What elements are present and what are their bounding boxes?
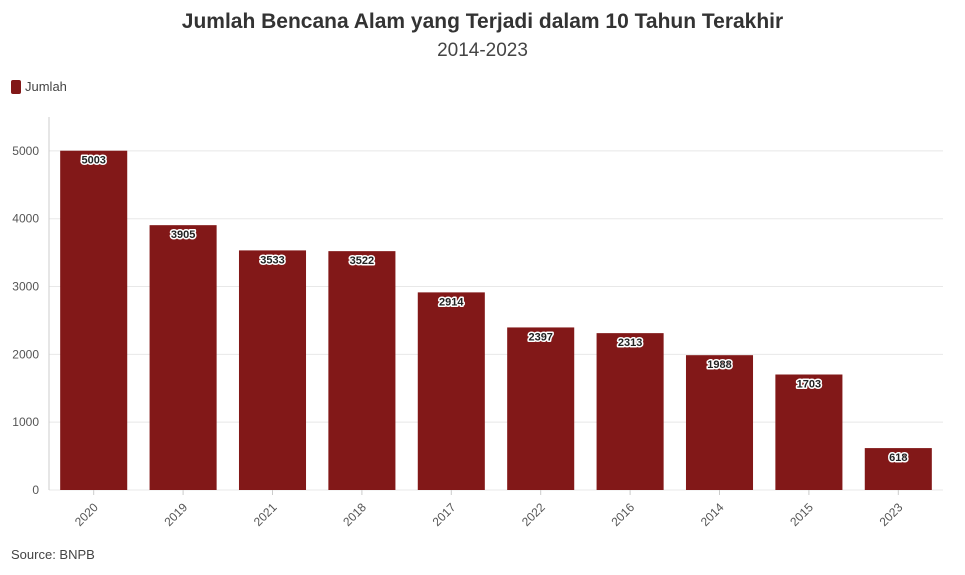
data-label: 1703 bbox=[797, 379, 821, 391]
data-label: 5003 bbox=[81, 155, 105, 167]
bar bbox=[328, 251, 396, 490]
bar bbox=[596, 333, 664, 490]
y-tick-label: 4000 bbox=[12, 212, 39, 226]
x-tick-label: 2023 bbox=[877, 500, 906, 529]
bar bbox=[238, 250, 307, 490]
bar bbox=[149, 225, 217, 491]
x-tick-label: 2019 bbox=[161, 500, 190, 529]
data-label: 3905 bbox=[171, 229, 195, 241]
y-tick-label: 1000 bbox=[12, 415, 39, 429]
y-tick-label: 5000 bbox=[12, 144, 39, 158]
legend-swatch bbox=[11, 79, 21, 94]
data-label: 3522 bbox=[350, 255, 374, 267]
legend-label: Jumlah bbox=[25, 79, 67, 94]
legend: Jumlah bbox=[11, 79, 67, 94]
y-tick-label: 0 bbox=[32, 483, 39, 497]
data-label: 2313 bbox=[618, 337, 642, 349]
x-tick-label: 2021 bbox=[251, 500, 280, 529]
chart-subtitle: 2014-2023 bbox=[437, 40, 528, 61]
x-tick-label: 2022 bbox=[519, 500, 548, 529]
x-tick-label: 2017 bbox=[430, 500, 459, 529]
x-tick-label: 2014 bbox=[698, 500, 727, 529]
bar bbox=[60, 150, 128, 491]
bar bbox=[417, 292, 485, 490]
bar bbox=[864, 448, 932, 490]
data-label: 2914 bbox=[439, 296, 464, 308]
x-tick-label: 2015 bbox=[787, 500, 816, 529]
y-tick-label: 3000 bbox=[12, 280, 39, 294]
chart-title: Jumlah Bencana Alam yang Terjadi dalam 1… bbox=[181, 10, 784, 33]
data-label: 618 bbox=[889, 452, 907, 464]
source-note: Source: BNPB bbox=[11, 547, 95, 562]
x-tick-label: 2020 bbox=[72, 500, 101, 529]
bar bbox=[685, 355, 754, 490]
x-tick-label: 2016 bbox=[608, 500, 637, 529]
bar bbox=[507, 327, 575, 490]
x-tick-label: 2018 bbox=[340, 500, 369, 529]
data-label: 1988 bbox=[707, 359, 731, 371]
data-label: 2397 bbox=[528, 331, 552, 343]
y-tick-label: 2000 bbox=[12, 347, 39, 361]
data-label: 3533 bbox=[260, 254, 284, 266]
bar bbox=[775, 374, 843, 490]
